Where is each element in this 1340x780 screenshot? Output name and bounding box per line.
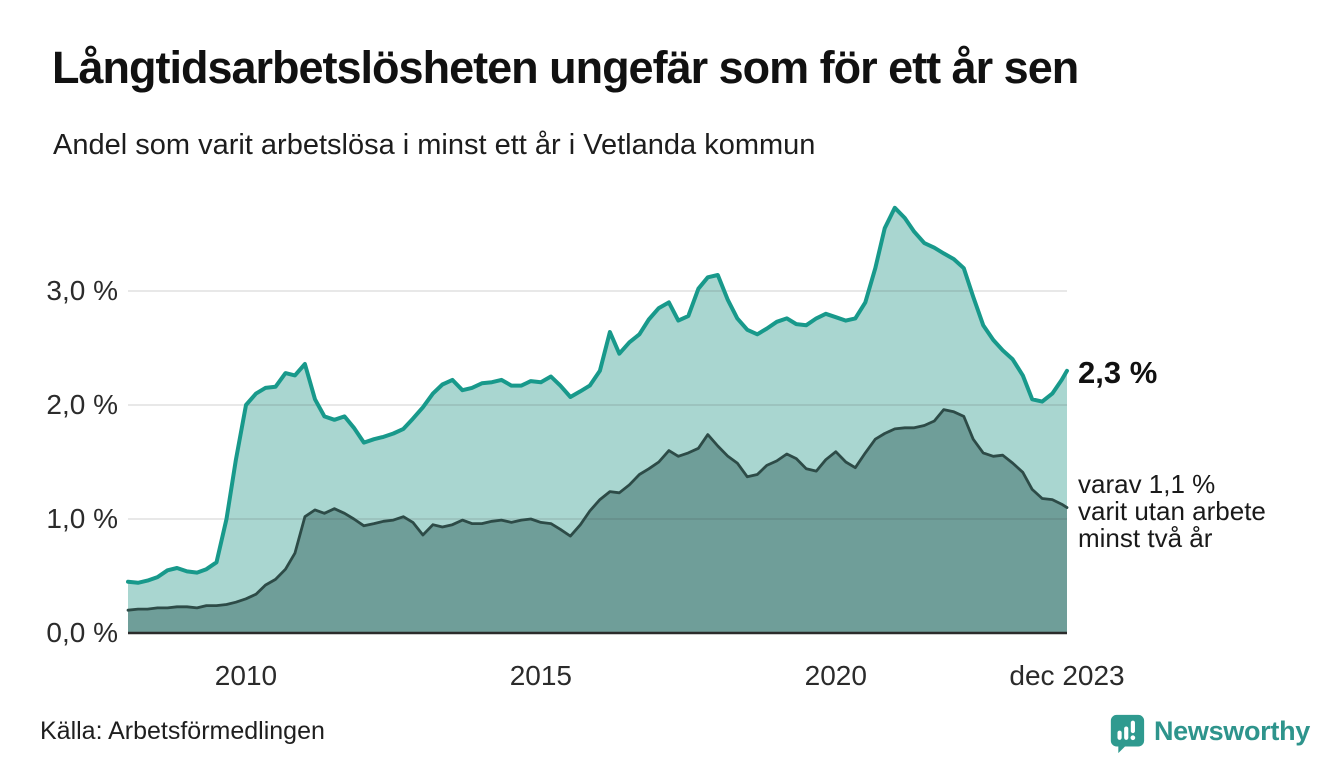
x-tick-label: dec 2023 (1009, 660, 1125, 691)
x-tick-label: 2020 (804, 660, 867, 691)
y-tick-label: 3,0 % (46, 275, 118, 306)
y-tick-label: 1,0 % (46, 503, 118, 534)
page-subtitle: Andel som varit arbetslösa i minst ett å… (53, 129, 816, 161)
y-tick-label: 0,0 % (46, 617, 118, 648)
series1-end-value-label: 2,3 % (1078, 355, 1158, 390)
newsworthy-logo: Newsworthy (1110, 710, 1310, 762)
page-title: Långtidsarbetslösheten ungefär som för e… (52, 42, 1079, 93)
series2-end-value-label: varav 1,1 % varit utan arbete minst två … (1078, 469, 1266, 553)
y-tick-label: 2,0 % (46, 389, 118, 420)
x-tick-label: 2010 (214, 660, 278, 691)
source-attribution: Källa: Arbetsförmedlingen (40, 717, 325, 745)
newsworthy-logo-text: Newsworthy (1153, 716, 1310, 746)
newsworthy-chart-bubble-icon (1110, 714, 1145, 754)
x-tick-label: 2015 (509, 660, 573, 691)
